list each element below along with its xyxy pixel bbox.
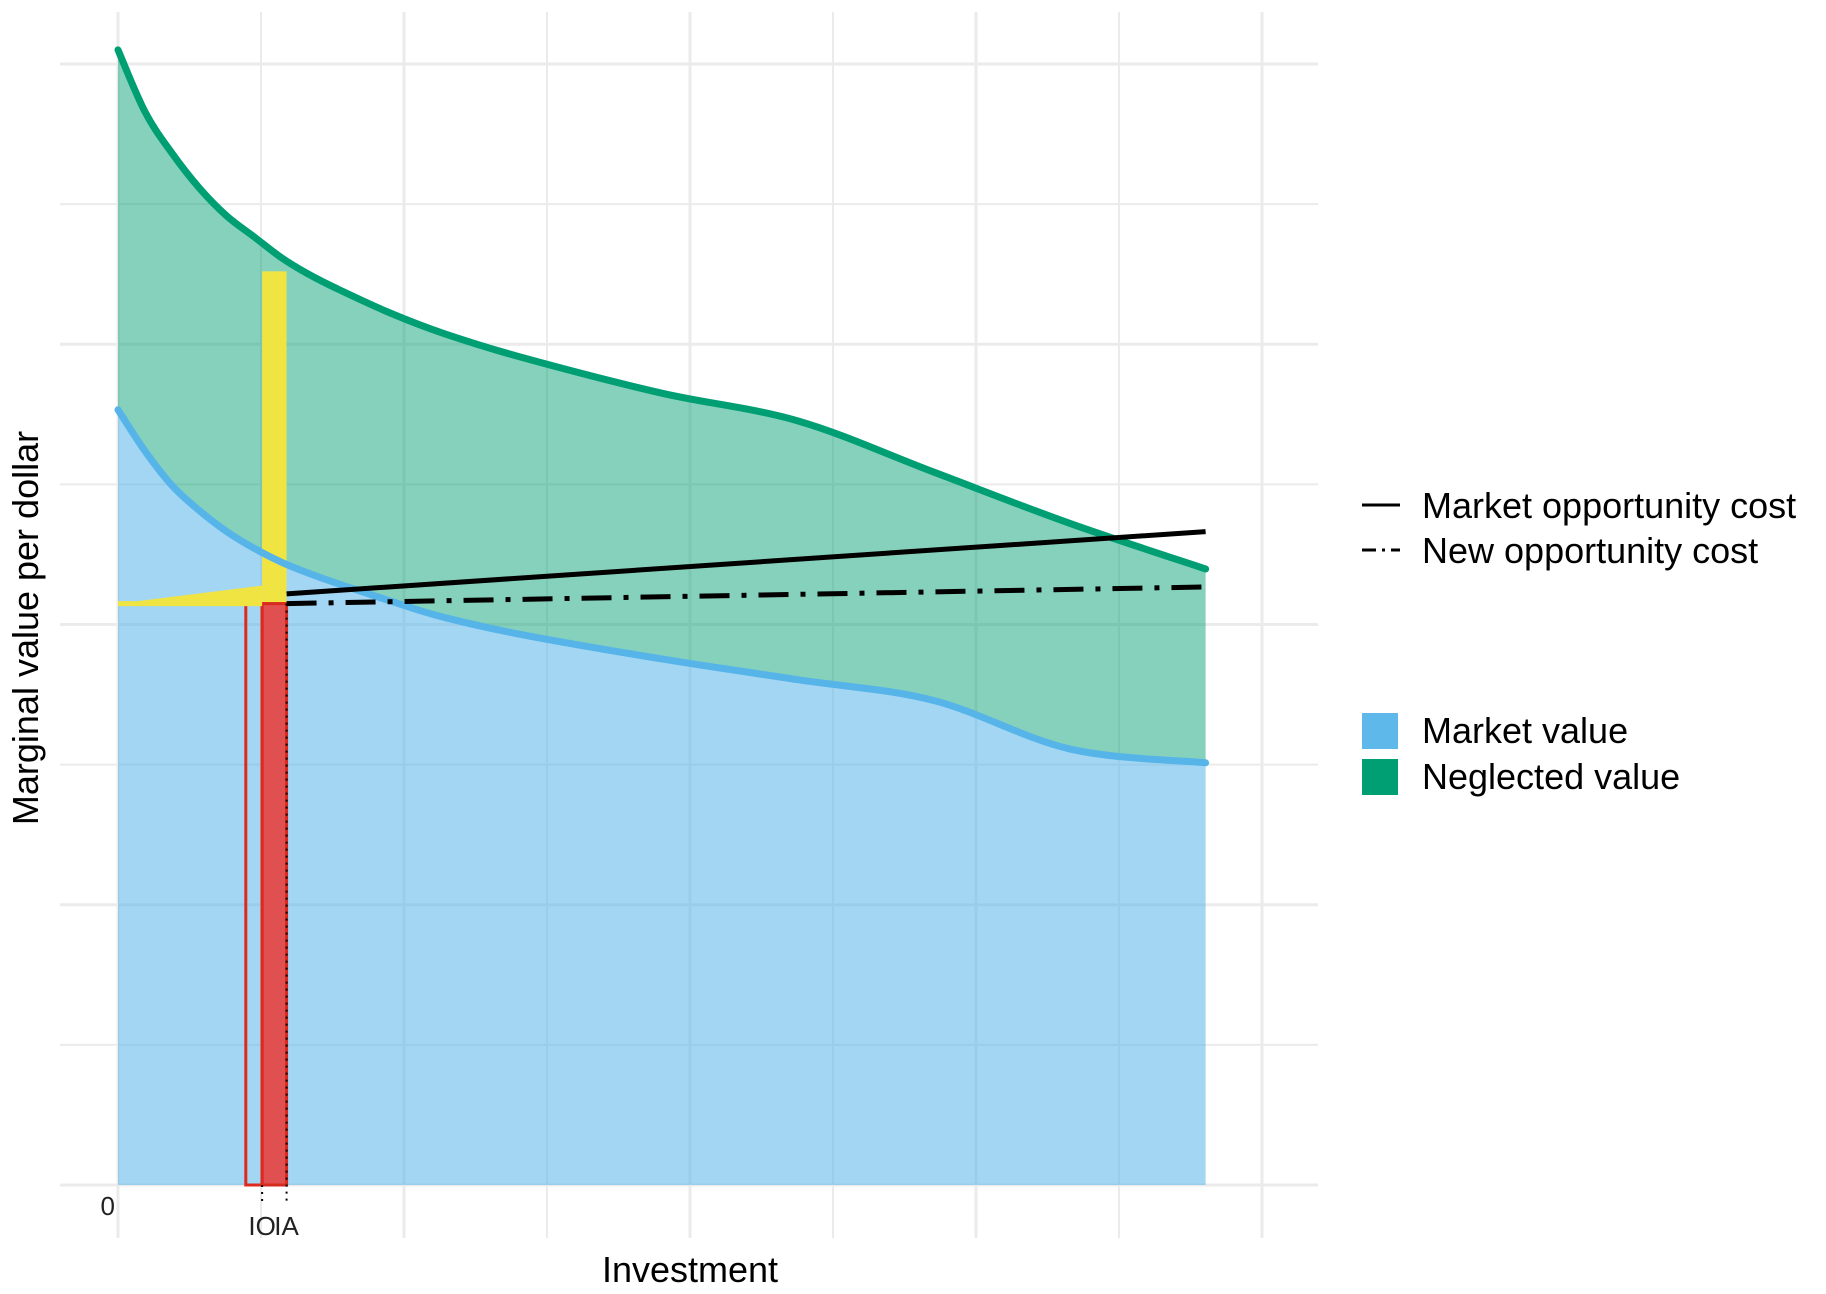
x-axis-title: Investment	[602, 1249, 778, 1290]
legend-fill-label: Market value	[1422, 710, 1628, 751]
legend-fill-key	[1362, 713, 1398, 749]
y-tick-label: 0	[101, 1191, 115, 1221]
new-opportunity-cost-line	[286, 584, 1206, 607]
market-value-curve	[114, 406, 1210, 767]
yellow-wedge	[118, 585, 263, 604]
neglected-value-curve	[114, 46, 1210, 573]
highlight-layer	[118, 271, 289, 1203]
legend-fill-label: Neglected value	[1422, 756, 1680, 797]
line-layer	[114, 46, 1210, 767]
y-axis-title: Marginal value per dollar	[5, 431, 46, 825]
legend-line-label: New opportunity cost	[1422, 530, 1758, 571]
x-tick-label: IO	[248, 1211, 275, 1241]
legend-line-label: Market opportunity cost	[1422, 485, 1796, 526]
x-tick-label: IA	[274, 1211, 299, 1241]
yellow-highlight-bar	[262, 271, 287, 604]
market-opportunity-cost-line	[286, 529, 1206, 597]
red-filled-bar	[260, 602, 289, 1187]
legend-fill-key	[1362, 759, 1398, 795]
